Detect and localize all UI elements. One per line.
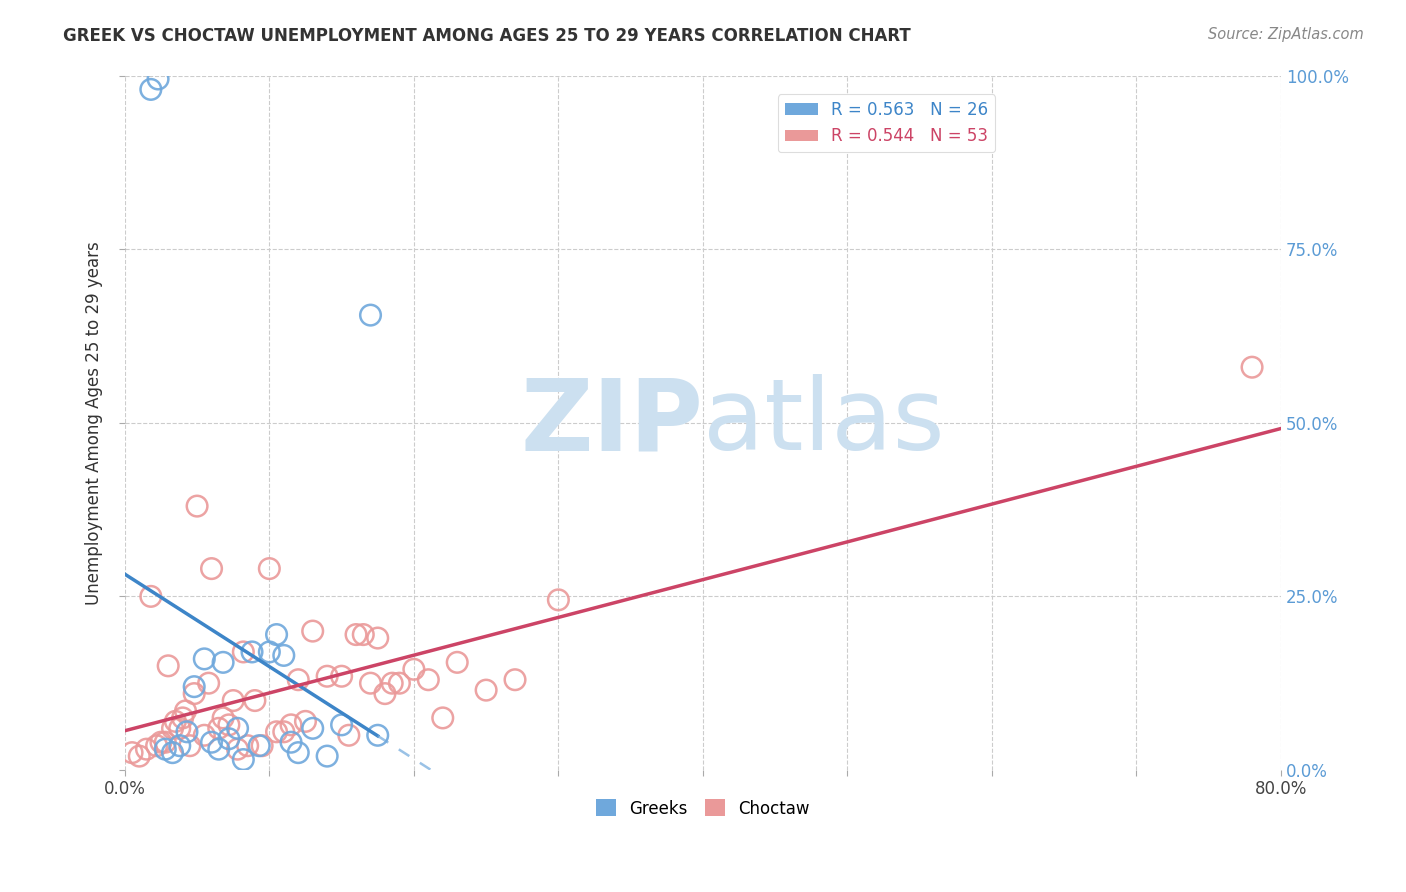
Point bbox=[243, 693, 266, 707]
Point bbox=[157, 658, 180, 673]
Point bbox=[360, 676, 382, 690]
Point bbox=[266, 627, 288, 641]
Point bbox=[367, 728, 389, 742]
Point bbox=[280, 718, 302, 732]
Point bbox=[193, 728, 215, 742]
Point bbox=[165, 714, 187, 729]
Text: ZIP: ZIP bbox=[520, 375, 703, 471]
Point bbox=[316, 669, 339, 683]
Point bbox=[547, 592, 569, 607]
Point bbox=[155, 735, 177, 749]
Legend: Greeks, Choctaw: Greeks, Choctaw bbox=[589, 793, 815, 824]
Point bbox=[402, 662, 425, 676]
Point bbox=[301, 624, 323, 639]
Point bbox=[139, 590, 162, 604]
Point bbox=[197, 676, 219, 690]
Point bbox=[259, 561, 281, 575]
Text: atlas: atlas bbox=[703, 375, 945, 471]
Point bbox=[432, 711, 454, 725]
Point bbox=[186, 499, 208, 513]
Point bbox=[226, 742, 249, 756]
Point bbox=[301, 722, 323, 736]
Point bbox=[193, 652, 215, 666]
Point bbox=[273, 724, 295, 739]
Point bbox=[388, 676, 411, 690]
Point bbox=[337, 728, 360, 742]
Point bbox=[179, 739, 201, 753]
Text: Source: ZipAtlas.com: Source: ZipAtlas.com bbox=[1208, 27, 1364, 42]
Point bbox=[475, 683, 498, 698]
Point bbox=[218, 718, 240, 732]
Point bbox=[208, 742, 231, 756]
Point bbox=[374, 687, 396, 701]
Point bbox=[145, 739, 167, 753]
Point bbox=[172, 711, 194, 725]
Point bbox=[330, 669, 353, 683]
Point bbox=[236, 739, 259, 753]
Point bbox=[183, 687, 205, 701]
Point bbox=[169, 722, 191, 736]
Point bbox=[208, 722, 231, 736]
Point bbox=[330, 718, 353, 732]
Point bbox=[146, 72, 169, 87]
Point bbox=[360, 308, 382, 322]
Point bbox=[232, 645, 254, 659]
Point bbox=[316, 749, 339, 764]
Point bbox=[287, 746, 309, 760]
Point bbox=[259, 645, 281, 659]
Point bbox=[162, 746, 184, 760]
Point bbox=[344, 627, 367, 641]
Point bbox=[162, 722, 184, 736]
Point bbox=[418, 673, 440, 687]
Point bbox=[247, 739, 270, 753]
Point bbox=[128, 749, 150, 764]
Point bbox=[176, 724, 198, 739]
Point bbox=[149, 735, 172, 749]
Point bbox=[200, 735, 222, 749]
Point bbox=[174, 704, 197, 718]
Point bbox=[367, 631, 389, 645]
Y-axis label: Unemployment Among Ages 25 to 29 years: Unemployment Among Ages 25 to 29 years bbox=[86, 241, 103, 605]
Point bbox=[352, 627, 374, 641]
Text: GREEK VS CHOCTAW UNEMPLOYMENT AMONG AGES 25 TO 29 YEARS CORRELATION CHART: GREEK VS CHOCTAW UNEMPLOYMENT AMONG AGES… bbox=[63, 27, 911, 45]
Point bbox=[446, 656, 468, 670]
Point bbox=[232, 753, 254, 767]
Point bbox=[183, 680, 205, 694]
Point bbox=[155, 742, 177, 756]
Point bbox=[226, 722, 249, 736]
Point bbox=[294, 714, 316, 729]
Point bbox=[135, 742, 157, 756]
Point bbox=[212, 711, 235, 725]
Point bbox=[139, 82, 162, 96]
Point bbox=[222, 693, 245, 707]
Point bbox=[287, 673, 309, 687]
Point bbox=[273, 648, 295, 663]
Point bbox=[1241, 360, 1264, 375]
Point bbox=[381, 676, 404, 690]
Point bbox=[266, 724, 288, 739]
Point bbox=[280, 735, 302, 749]
Point bbox=[250, 739, 273, 753]
Point bbox=[200, 561, 222, 575]
Point bbox=[503, 673, 526, 687]
Point bbox=[121, 746, 143, 760]
Point bbox=[169, 739, 191, 753]
Point bbox=[240, 645, 263, 659]
Point bbox=[218, 731, 240, 746]
Point bbox=[212, 656, 235, 670]
